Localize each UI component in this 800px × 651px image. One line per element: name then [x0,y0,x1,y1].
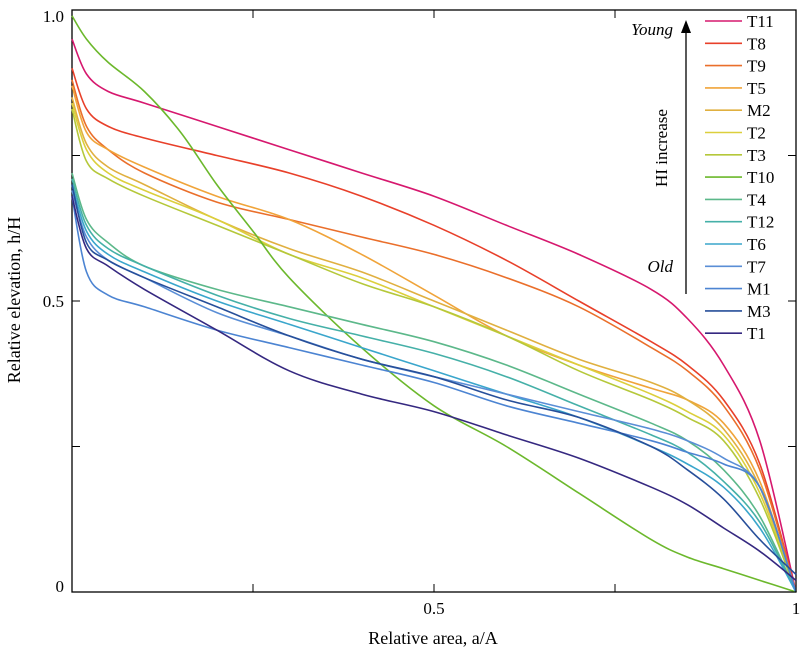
legend-label: T5 [747,79,766,98]
y-axis-title: Relative elevation, h/H [4,217,24,383]
legend-label: T7 [747,257,766,276]
hi-arrow-head [681,20,691,33]
series-lines [71,15,797,593]
series-line-t6 [71,184,797,593]
legend-label: T4 [747,190,766,209]
series-line-t2 [71,102,797,593]
legend: T11 T8 T9 T5 M2 T2 T3 T10 T4 T12 T6 T7 M1 M3 T1 [705,12,774,343]
legend-label: T2 [747,124,766,143]
y-tick-label: 1.0 [43,7,64,26]
series-line-t10 [71,15,797,593]
hi-increase-label: HI increase [652,109,671,187]
legend-label: T6 [747,235,766,254]
young-label: Young [631,20,673,39]
axis-ticks: 0.5 1 0 0.5 1.0 [43,7,800,618]
x-axis-title: Relative area, a/A [368,628,497,648]
series-line-t7 [71,190,797,593]
series-line-t5 [71,85,797,593]
legend-label: T8 [747,34,766,53]
legend-label: T3 [747,146,766,165]
y-tick-label: 0 [56,577,65,596]
series-line-t11 [71,38,797,593]
legend-label: M3 [747,302,771,321]
y-tick-label: 0.5 [43,292,64,311]
series-line-m1 [71,196,797,593]
series-line-t4 [71,172,797,593]
x-tick-label: 0.5 [423,599,444,618]
series-line-t12 [71,178,797,593]
legend-label: M1 [747,280,771,299]
series-line-t1 [71,195,797,582]
series-line-t9 [71,79,797,593]
legend-label: T1 [747,324,766,343]
series-line-m3 [71,184,797,576]
old-label: Old [648,257,674,276]
legend-label: M2 [747,101,771,120]
series-line-m2 [71,97,797,593]
x-tick-label: 1 [792,599,800,618]
legend-label: T12 [747,213,774,232]
hi-annotation: Young Old HI increase [631,20,691,294]
series-line-t3 [71,108,797,593]
legend-label: T11 [747,12,774,31]
series-line-t8 [71,67,797,593]
legend-label: T10 [747,168,774,187]
legend-label: T9 [747,57,766,76]
